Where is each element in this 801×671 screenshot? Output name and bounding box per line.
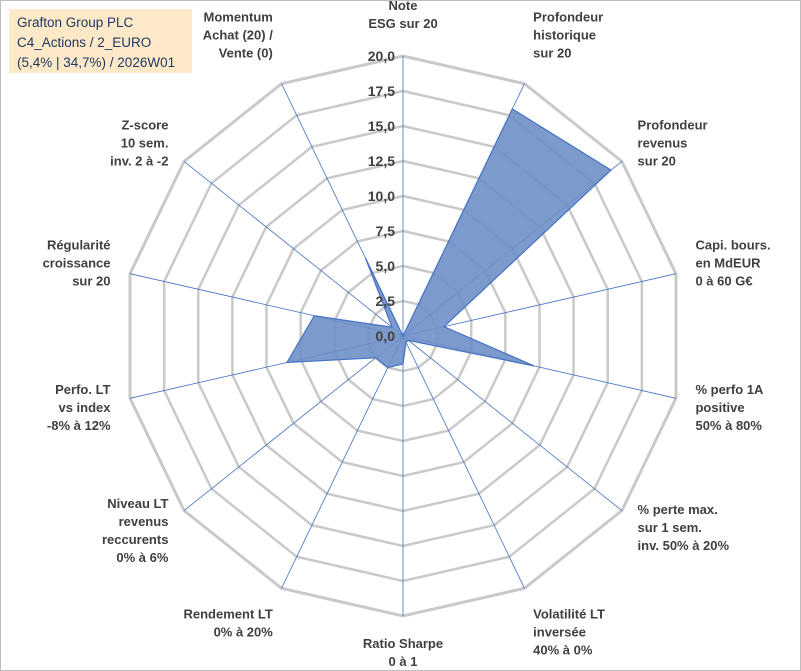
axis-label-line: sur 1 sem. — [638, 520, 702, 535]
info-company: Grafton Group PLC — [17, 15, 134, 30]
axis-label-line: Achat (20) / — [203, 28, 273, 43]
axis-label: Rendement LT 0% à 20% — [184, 606, 274, 639]
axis-label: Note ESG sur 20 — [368, 1, 437, 31]
tick-label: 5,0 — [376, 258, 396, 274]
axis-label-line: Ratio Sharpe — [363, 636, 443, 651]
axis-label-line: 10 sem. — [121, 135, 169, 150]
axis-label-line: en MdEUR — [695, 256, 761, 271]
axis-label: Profondeur historique sur 20 — [533, 10, 603, 61]
axis-label-line: revenus — [638, 135, 688, 150]
axis-spoke — [402, 273, 677, 337]
axis-label-line: 0 à 60 G€ — [695, 274, 752, 289]
axis-label: % perte max. sur 1 sem. inv. 50% à 20% — [638, 502, 730, 553]
axis-label-line: inv. 2 à -2 — [110, 153, 168, 168]
axis-label-line: historique — [533, 28, 596, 43]
info-category: C4_Actions / 2_EURO — [17, 35, 152, 50]
axis-label-line: Capi. bours. — [695, 238, 770, 253]
axis-label-line: Z-score — [121, 117, 168, 132]
axis-label-line: inversée — [533, 624, 586, 639]
axis-label-line: Régularité — [47, 238, 111, 253]
axis-label-line: Profondeur — [533, 10, 603, 25]
axis-label-line: Momentum — [203, 10, 272, 25]
tick-label: 7,5 — [376, 223, 396, 239]
axis-label-line: ESG sur 20 — [368, 16, 437, 31]
axis-label: Ratio Sharpe 0 à 1 — [363, 636, 443, 669]
axis-label-line: Profondeur — [638, 117, 708, 132]
axis-label: % perfo 1A positive 50% à 80% — [695, 382, 764, 433]
axis-label-line: -8% à 12% — [47, 418, 111, 433]
axis-label-line: 0% à 6% — [116, 550, 168, 565]
axis-label-line: vs index — [58, 400, 111, 415]
axis-spoke — [281, 335, 404, 589]
axis-label: Momentum Achat (20) / Vente (0) — [203, 10, 273, 61]
axis-label: Profondeur revenus sur 20 — [638, 117, 708, 168]
axis-label-line: % perfo 1A — [695, 382, 764, 397]
axis-label: Z-score 10 sem. inv. 2 à -2 — [110, 117, 168, 168]
axis-spoke — [402, 335, 623, 511]
data-area — [285, 108, 612, 369]
axis-label-line: reccurents — [102, 532, 168, 547]
axis-label-line: Niveau LT — [107, 496, 168, 511]
tick-label: 10,0 — [368, 188, 395, 204]
axis-label-line: Rendement LT — [184, 606, 273, 621]
tick-label: 2,5 — [376, 293, 396, 309]
axis-label-line: % perte max. — [638, 502, 718, 517]
tick-label: 12,5 — [368, 153, 395, 169]
axis-label: Volatilité LT inversée 40% à 0% — [533, 606, 605, 657]
tick-label: 17,5 — [368, 83, 395, 99]
axis-label-line: positive — [695, 400, 744, 415]
info-period: (5,4% | 34,7%) / 2026W01 — [17, 55, 176, 70]
axis-label-line: Vente (0) — [219, 46, 273, 61]
tick-label: 0,0 — [376, 328, 396, 344]
axis-spoke — [402, 335, 525, 589]
axis-label-line: sur 20 — [72, 274, 110, 289]
axis-label-line: 0% à 20% — [214, 624, 274, 639]
axis-label-line: sur 20 — [638, 153, 676, 168]
axis-label: Perfo. LT vs index -8% à 12% — [47, 382, 111, 433]
axis-spoke — [183, 161, 404, 337]
axis-label-line: revenus — [119, 514, 169, 529]
axis-label-line: 0 à 1 — [389, 654, 418, 669]
tick-label: 15,0 — [368, 118, 395, 134]
axis-label: Régularité croissance sur 20 — [43, 238, 111, 289]
axis-label-line: Volatilité LT — [533, 606, 605, 621]
axis-label-line: inv. 50% à 20% — [638, 538, 730, 553]
axis-label-line: Perfo. LT — [55, 382, 110, 397]
axis-spoke — [183, 335, 404, 511]
axis-label: Capi. bours. en MdEUR 0 à 60 G€ — [695, 238, 770, 289]
axis-label-line: croissance — [43, 256, 111, 271]
tick-label: 20,0 — [368, 48, 395, 64]
axis-label-line: 40% à 0% — [533, 642, 593, 657]
info-box: Grafton Group PLC C4_Actions / 2_EURO (5… — [9, 9, 192, 73]
axis-label-line: Note — [389, 1, 418, 13]
axis-label-line: 50% à 80% — [695, 418, 762, 433]
axis-label: Niveau LT revenus reccurents 0% à 6% — [102, 496, 169, 565]
axis-label-line: sur 20 — [533, 46, 571, 61]
